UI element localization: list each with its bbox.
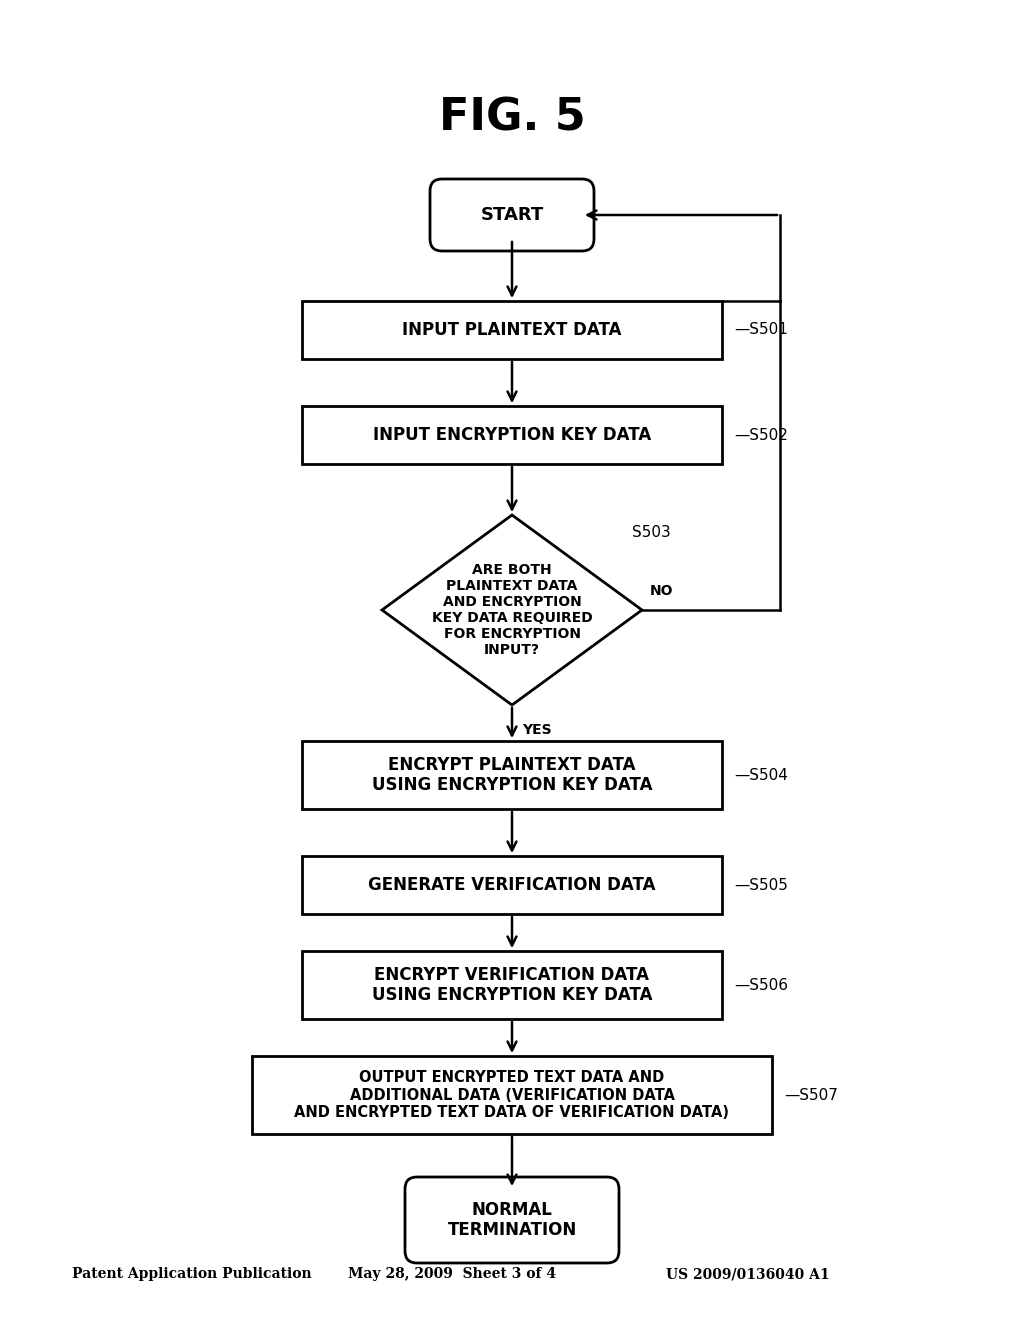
Text: ENCRYPT PLAINTEXT DATA
USING ENCRYPTION KEY DATA: ENCRYPT PLAINTEXT DATA USING ENCRYPTION … bbox=[372, 755, 652, 795]
Text: May 28, 2009  Sheet 3 of 4: May 28, 2009 Sheet 3 of 4 bbox=[348, 1267, 556, 1282]
Bar bbox=[252, 1056, 772, 1134]
Text: Patent Application Publication: Patent Application Publication bbox=[72, 1267, 311, 1282]
Bar bbox=[302, 950, 722, 1019]
Text: NO: NO bbox=[650, 583, 674, 598]
Text: FIG. 5: FIG. 5 bbox=[438, 96, 586, 140]
Text: —S505: —S505 bbox=[734, 878, 787, 892]
Text: INPUT PLAINTEXT DATA: INPUT PLAINTEXT DATA bbox=[402, 321, 622, 339]
Polygon shape bbox=[382, 515, 642, 705]
Text: ARE BOTH
PLAINTEXT DATA
AND ENCRYPTION
KEY DATA REQUIRED
FOR ENCRYPTION
INPUT?: ARE BOTH PLAINTEXT DATA AND ENCRYPTION K… bbox=[432, 562, 592, 657]
Text: —S502: —S502 bbox=[734, 428, 787, 442]
Text: ENCRYPT VERIFICATION DATA
USING ENCRYPTION KEY DATA: ENCRYPT VERIFICATION DATA USING ENCRYPTI… bbox=[372, 966, 652, 1005]
Text: —S501: —S501 bbox=[734, 322, 787, 338]
Text: US 2009/0136040 A1: US 2009/0136040 A1 bbox=[666, 1267, 829, 1282]
Text: INPUT ENCRYPTION KEY DATA: INPUT ENCRYPTION KEY DATA bbox=[373, 426, 651, 444]
Text: —S506: —S506 bbox=[734, 978, 788, 993]
Text: GENERATE VERIFICATION DATA: GENERATE VERIFICATION DATA bbox=[369, 876, 655, 894]
Text: NORMAL
TERMINATION: NORMAL TERMINATION bbox=[447, 1201, 577, 1239]
Bar bbox=[302, 741, 722, 809]
Text: OUTPUT ENCRYPTED TEXT DATA AND
ADDITIONAL DATA (VERIFICATION DATA
AND ENCRYPTED : OUTPUT ENCRYPTED TEXT DATA AND ADDITIONA… bbox=[295, 1071, 729, 1119]
Bar bbox=[302, 855, 722, 913]
Bar bbox=[302, 301, 722, 359]
Bar bbox=[302, 407, 722, 465]
Text: S503: S503 bbox=[632, 525, 671, 540]
Text: —S504: —S504 bbox=[734, 767, 787, 783]
Text: YES: YES bbox=[522, 723, 552, 737]
Text: —S507: —S507 bbox=[784, 1088, 838, 1102]
FancyBboxPatch shape bbox=[430, 180, 594, 251]
Text: START: START bbox=[480, 206, 544, 224]
FancyBboxPatch shape bbox=[406, 1177, 618, 1263]
